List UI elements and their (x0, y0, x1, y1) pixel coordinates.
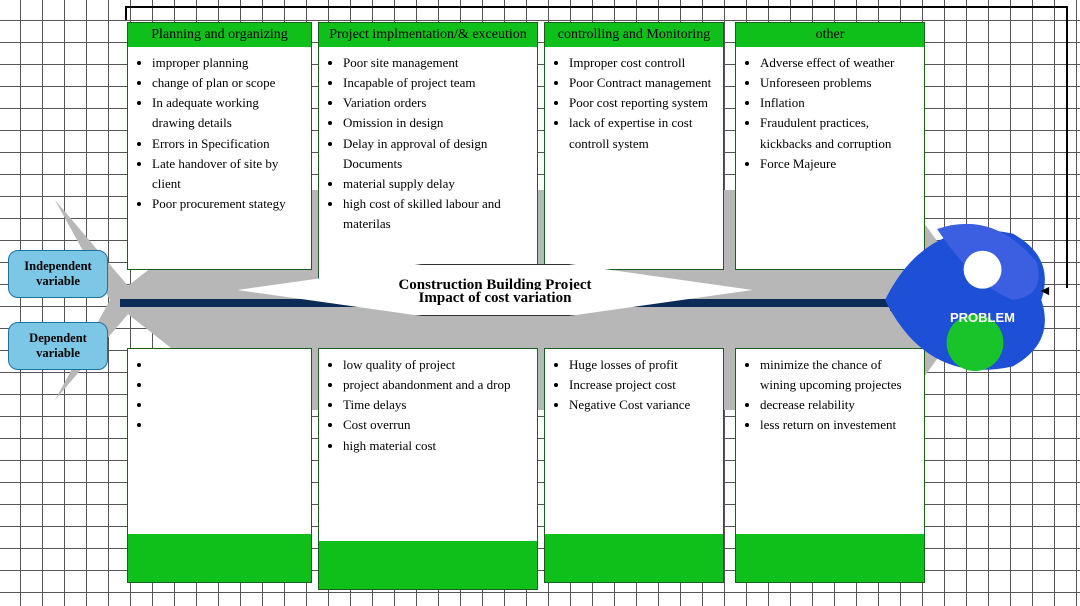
card-header: controlling and Monitoring (545, 23, 723, 47)
card-item: Cost overrun (343, 415, 529, 435)
cause-card: Huge losses of profitIncrease project co… (544, 348, 724, 583)
card-item: Adverse effect of weather (760, 53, 916, 73)
card-item-list: Improper cost controllPoor Contract mana… (545, 47, 723, 269)
top-connector-bracket (125, 6, 1068, 20)
card-footer (545, 534, 723, 582)
card-item: Poor cost reporting system (569, 93, 715, 113)
card-item: change of plan or scope (152, 73, 303, 93)
card-item: Force Majeure (760, 154, 916, 174)
independent-variable-label: Independent variable (8, 250, 108, 298)
right-connector-arrowhead: ◄ (1038, 284, 1052, 300)
card-item: Incapable of project team (343, 73, 529, 93)
card-item-list: Poor site managementIncapable of project… (319, 47, 537, 279)
card-item: decrease relability (760, 395, 916, 415)
card-item: lack of expertise in cost controll syste… (569, 113, 715, 153)
card-item: Huge losses of profit (569, 355, 715, 375)
card-item: Delay in approval of design Documents (343, 134, 529, 174)
cause-card: low quality of projectproject abandonmen… (318, 348, 538, 590)
card-item: high material cost (343, 436, 529, 456)
fish-head (875, 210, 1075, 390)
card-item (152, 375, 303, 395)
card-item: Time delays (343, 395, 529, 415)
card-footer (128, 534, 311, 582)
card-item: Unforeseen problems (760, 73, 916, 93)
card-header: other (736, 23, 924, 47)
card-item: Poor Contract management (569, 73, 715, 93)
cause-card: controlling and MonitoringImproper cost … (544, 22, 724, 270)
center-diamond: Construction Building Project Impact of … (215, 264, 775, 316)
card-item-list (128, 349, 311, 534)
card-item: low quality of project (343, 355, 529, 375)
card-item: improper planning (152, 53, 303, 73)
card-header: Project implmentation/& exceution (319, 23, 537, 47)
card-item: high cost of skilled labour and materila… (343, 194, 529, 234)
card-item: Variation orders (343, 93, 529, 113)
dependent-variable-label: Dependent variable (8, 322, 108, 370)
center-bottom-text: Impact of cost variation (215, 290, 775, 316)
card-header: Planning and organizing (128, 23, 311, 47)
card-item: Poor site management (343, 53, 529, 73)
card-item: In adequate working drawing details (152, 93, 303, 133)
card-item: less return on investement (760, 415, 916, 435)
card-item: Increase project cost (569, 375, 715, 395)
card-item: Improper cost controll (569, 53, 715, 73)
card-item: material supply delay (343, 174, 529, 194)
card-item-list: low quality of projectproject abandonmen… (319, 349, 537, 541)
right-connector-line (1046, 20, 1068, 288)
card-item: Fraudulent practices, kickbacks and corr… (760, 113, 916, 153)
card-item: Inflation (760, 93, 916, 113)
cause-card (127, 348, 312, 583)
card-item (152, 355, 303, 375)
card-item: project abandonment and a drop (343, 375, 529, 395)
card-item: Negative Cost variance (569, 395, 715, 415)
center-top-text: Construction Building Project (215, 264, 775, 290)
card-item (152, 415, 303, 435)
card-item: Errors in Specification (152, 134, 303, 154)
card-item-list: improper planningchange of plan or scope… (128, 47, 311, 269)
card-footer (736, 534, 924, 582)
card-item: Poor procurement stategy (152, 194, 303, 214)
card-item-list: Huge losses of profitIncrease project co… (545, 349, 723, 534)
card-item: Late handover of site by client (152, 154, 303, 194)
cause-card: Project implmentation/& exceutionPoor si… (318, 22, 538, 280)
card-item (152, 395, 303, 415)
cause-card: Planning and organizingimproper planning… (127, 22, 312, 270)
card-footer (319, 541, 537, 589)
card-item: Omission in design (343, 113, 529, 133)
problem-label: PROBLEM (950, 310, 1015, 325)
